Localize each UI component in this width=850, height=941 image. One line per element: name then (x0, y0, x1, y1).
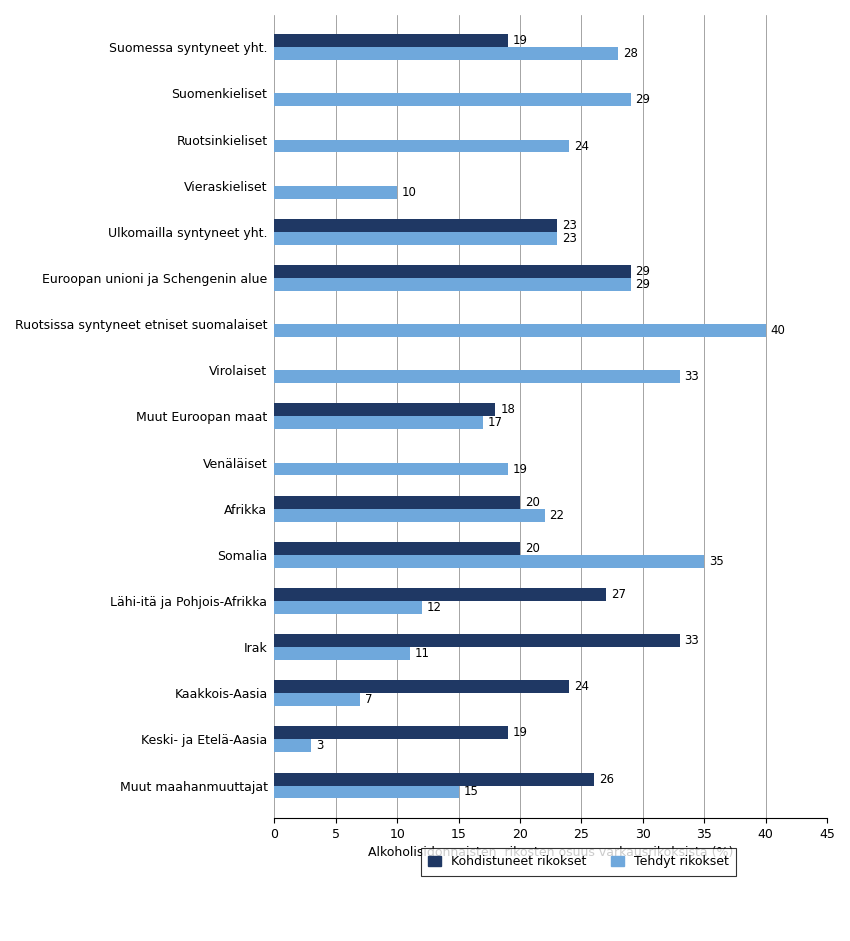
Bar (275, 726, 507, 740)
Text: 20: 20 (525, 496, 540, 509)
Text: 23: 23 (562, 231, 576, 245)
Bar (275, 417, 483, 429)
Bar (275, 219, 557, 231)
Bar (275, 47, 618, 60)
Text: 20: 20 (525, 542, 540, 555)
Bar (275, 231, 557, 245)
Bar (275, 601, 422, 614)
Bar (275, 496, 520, 509)
Bar (275, 370, 680, 383)
Text: 19: 19 (513, 34, 528, 47)
Bar (275, 694, 360, 706)
Text: 12: 12 (427, 601, 442, 614)
Bar (275, 139, 570, 152)
Bar (275, 324, 766, 337)
Text: 3: 3 (316, 740, 324, 753)
Text: 29: 29 (636, 93, 650, 106)
Bar (275, 680, 570, 694)
Bar (275, 555, 705, 567)
Text: 29: 29 (636, 278, 650, 291)
Text: 29: 29 (636, 265, 650, 278)
Bar (275, 588, 606, 601)
Text: 24: 24 (574, 139, 589, 152)
Bar (275, 647, 410, 660)
Bar (275, 634, 680, 647)
Text: 22: 22 (550, 509, 564, 521)
Text: 26: 26 (598, 773, 614, 786)
Text: 18: 18 (501, 404, 515, 417)
Bar (275, 185, 397, 199)
Legend: Kohdistuneet rikokset, Tehdyt rikokset: Kohdistuneet rikokset, Tehdyt rikokset (421, 848, 736, 876)
Bar (275, 265, 631, 278)
Text: 24: 24 (574, 680, 589, 694)
Text: 33: 33 (684, 634, 700, 647)
X-axis label: Alkoholisidonnaisten  rikosten osuus varkausrikoksista (%): Alkoholisidonnaisten rikosten osuus vark… (368, 846, 734, 859)
Text: 19: 19 (513, 726, 528, 740)
Bar (275, 773, 594, 786)
Text: 19: 19 (513, 463, 528, 475)
Bar (275, 93, 631, 106)
Bar (275, 404, 496, 417)
Bar (275, 463, 507, 475)
Text: 23: 23 (562, 219, 576, 231)
Bar (275, 278, 631, 291)
Text: 11: 11 (415, 647, 429, 660)
Text: 28: 28 (623, 47, 638, 60)
Text: 7: 7 (366, 694, 373, 706)
Text: 15: 15 (463, 786, 479, 799)
Bar (275, 786, 459, 799)
Bar (275, 509, 545, 521)
Text: 40: 40 (771, 324, 785, 337)
Text: 17: 17 (488, 416, 503, 429)
Bar (275, 35, 507, 47)
Text: 10: 10 (402, 185, 417, 199)
Bar (275, 740, 311, 752)
Bar (275, 542, 520, 555)
Text: 35: 35 (709, 555, 724, 567)
Text: 27: 27 (611, 588, 626, 601)
Text: 33: 33 (684, 370, 700, 383)
